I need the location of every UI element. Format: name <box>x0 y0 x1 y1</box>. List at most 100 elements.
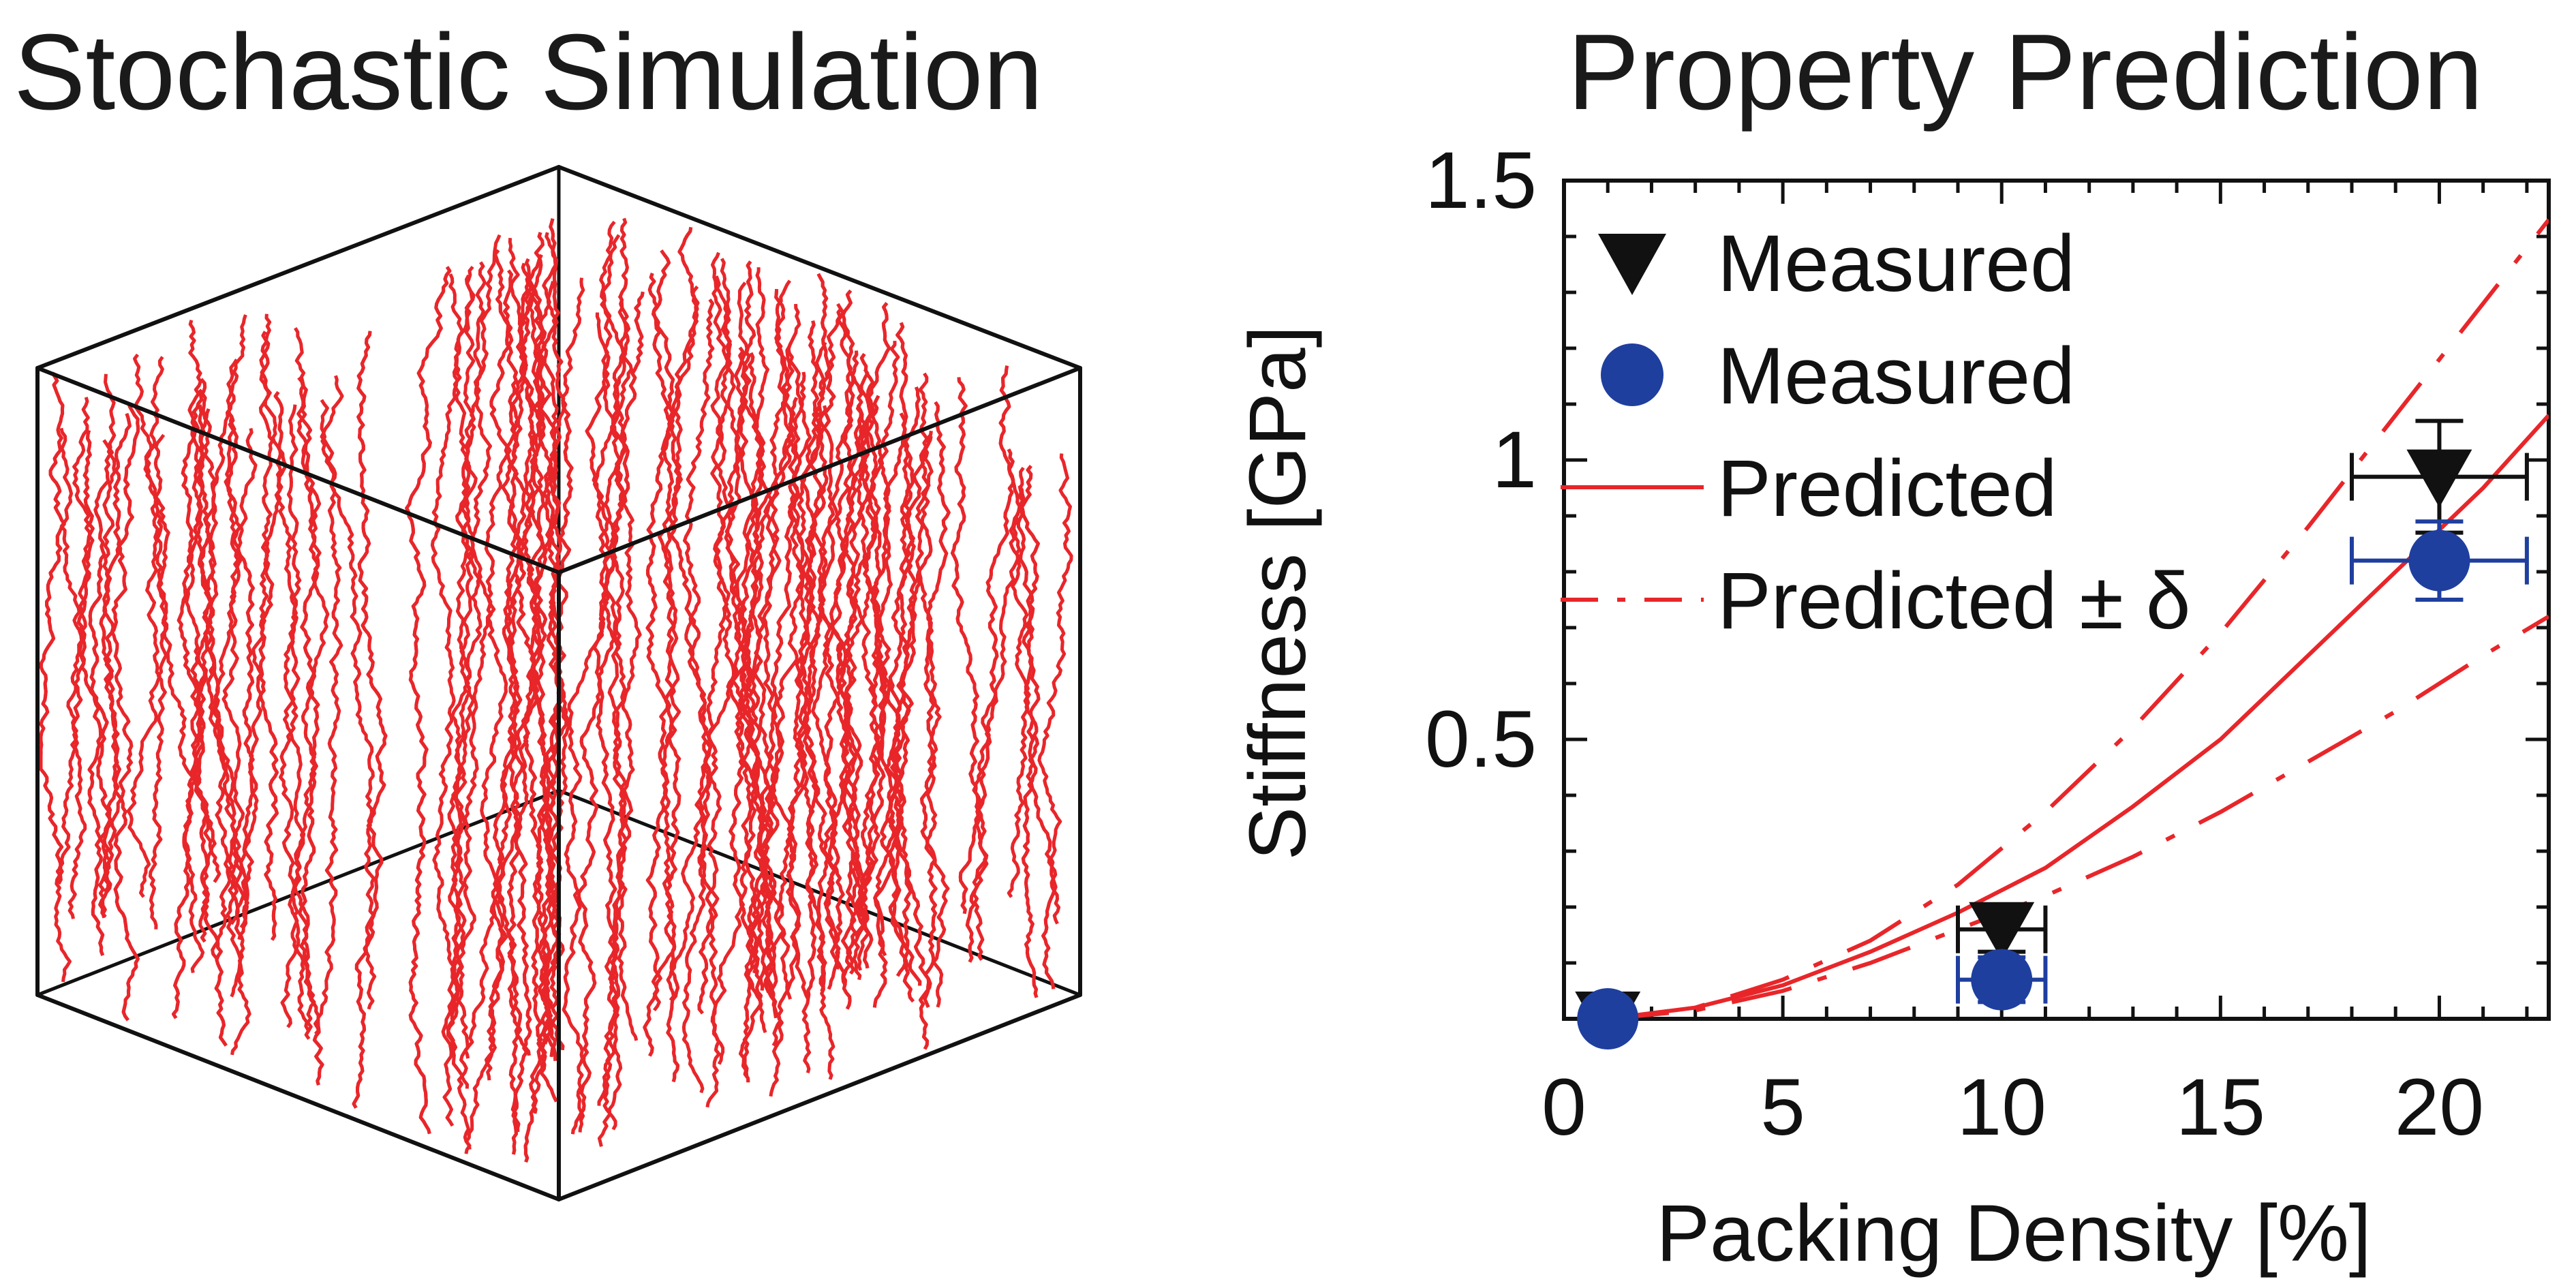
chart-plot: 0 5 10 15 20 0.5 1 1.5 Measured Measured Predicted… <box>1425 136 2551 1152</box>
fiber <box>729 352 766 1077</box>
fiber <box>446 234 502 1050</box>
fiber <box>446 261 492 1150</box>
fiber <box>570 291 645 1135</box>
fiber <box>352 331 388 1109</box>
fiber <box>185 320 217 943</box>
fiber <box>836 302 891 975</box>
x-axis-label: Packing Density [%] <box>1656 1189 2371 1278</box>
cube-edge <box>557 366 1082 574</box>
fiber <box>861 395 891 969</box>
fiber <box>681 298 715 1094</box>
fiber-network <box>39 217 1073 1163</box>
fiber <box>76 429 112 919</box>
cube-edge <box>35 366 561 574</box>
fiber <box>54 397 95 983</box>
legend-circle-icon <box>1601 343 1663 406</box>
fiber <box>737 281 801 1097</box>
fiber <box>793 320 827 992</box>
x-tick-label: 15 <box>2176 1062 2265 1152</box>
fiber <box>891 412 922 986</box>
legend-label: Measured <box>1717 331 2075 421</box>
fiber <box>810 273 850 970</box>
fiber <box>585 312 621 1106</box>
fiber <box>39 371 66 885</box>
fiber <box>915 372 950 1008</box>
fiber <box>873 386 921 957</box>
fiber <box>99 402 140 1022</box>
fiber <box>836 303 882 938</box>
cube-back-edge <box>558 788 1081 997</box>
fiber <box>489 249 543 1163</box>
fiber <box>958 365 1015 915</box>
cube-edge <box>557 993 1082 1201</box>
predicted-bound-curve <box>1607 615 2549 1019</box>
fiber <box>592 217 632 1147</box>
fiber <box>283 404 310 1031</box>
y-axis-label: Stiffness [GPa] <box>1233 326 1323 861</box>
left-panel-title: Stochastic Simulation <box>14 12 1043 132</box>
fiber <box>296 376 324 1086</box>
x-tick-label: 0 <box>1542 1062 1586 1152</box>
predicted-bound-curve <box>1607 218 2549 1019</box>
fiber <box>448 265 476 1089</box>
fiber <box>570 291 645 1135</box>
fiber <box>645 227 699 1083</box>
fiber <box>811 403 865 990</box>
fiber <box>88 439 114 956</box>
fiber <box>647 273 718 1015</box>
fiber <box>144 356 170 930</box>
cube-front-edges <box>35 165 1082 1201</box>
fiber <box>1037 453 1073 925</box>
fiber <box>99 402 140 1022</box>
cube-edge <box>557 165 1082 370</box>
fiber <box>710 258 761 1065</box>
fiber <box>177 378 228 1047</box>
fiber <box>59 427 87 919</box>
fiber <box>103 413 132 893</box>
fiber <box>972 485 1026 961</box>
fiber <box>221 314 251 1056</box>
fiber <box>752 397 801 991</box>
fiber <box>601 220 642 1131</box>
fiber <box>599 234 639 1041</box>
legend-triangle-icon <box>1598 234 1666 295</box>
fiber <box>510 254 543 1155</box>
fiber <box>126 433 166 898</box>
fiber <box>844 341 900 914</box>
fiber <box>480 238 527 1081</box>
fiber <box>224 411 258 929</box>
y-tick-label: 1.5 <box>1425 136 1537 226</box>
data-point-circle <box>1577 988 1639 1049</box>
fiber <box>643 249 683 1057</box>
data-point-circle <box>2408 530 2470 592</box>
fiber <box>859 352 932 1050</box>
fiber <box>547 277 585 1133</box>
cube-edge <box>35 993 561 1201</box>
x-tick-label: 10 <box>1957 1062 2046 1152</box>
fiber <box>798 405 827 999</box>
x-tick-label: 20 <box>2395 1062 2484 1152</box>
fiber <box>920 401 951 1008</box>
fiber <box>951 377 989 963</box>
chart-title: Property Prediction <box>1567 12 2483 132</box>
fiber <box>320 399 377 1010</box>
fiber <box>705 251 733 1108</box>
y-tick-label: 1 <box>1492 415 1537 505</box>
data-point-triangle <box>2406 449 2472 508</box>
y-tick-label: 0.5 <box>1425 694 1537 784</box>
fiber <box>726 260 760 974</box>
legend: Measured Measured Predicted Predicted ± δ <box>1561 219 2191 646</box>
fiber <box>405 266 452 1135</box>
legend-label: Predicted <box>1717 444 2057 534</box>
fiber <box>405 266 452 1135</box>
legend-label: Measured <box>1717 219 2075 309</box>
legend-label: Predicted ± δ <box>1717 556 2191 646</box>
fiber <box>749 341 795 994</box>
fiber <box>501 269 531 1056</box>
data-point-triangle <box>1969 902 2035 960</box>
fiber <box>258 390 288 941</box>
x-tick-label: 5 <box>1760 1062 1805 1152</box>
fiber <box>198 388 232 960</box>
fiber <box>208 427 258 998</box>
